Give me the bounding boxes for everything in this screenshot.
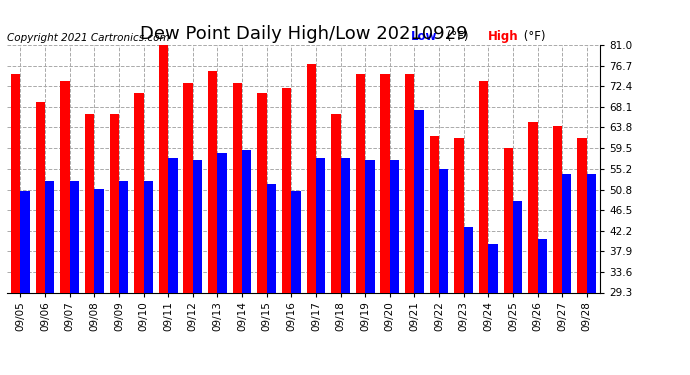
Bar (365, 160, 375, 292)
Bar (217, 153, 227, 292)
Bar (291, 191, 301, 292)
Bar (11, 74, 21, 292)
Text: Copyright 2021 Cartronics.com: Copyright 2021 Cartronics.com (7, 33, 170, 42)
Bar (242, 150, 251, 292)
Bar (119, 182, 128, 292)
Bar (331, 114, 341, 292)
Bar (578, 138, 586, 292)
Bar (405, 74, 415, 292)
Text: (°F): (°F) (443, 30, 469, 42)
Bar (538, 239, 547, 292)
Bar (184, 83, 193, 292)
Bar (60, 81, 70, 292)
Text: Low: Low (411, 30, 437, 42)
Bar (553, 126, 562, 292)
Bar (257, 93, 266, 292)
Title: Dew Point Daily High/Low 20210929: Dew Point Daily High/Low 20210929 (140, 26, 467, 44)
Bar (266, 184, 276, 292)
Bar (45, 182, 55, 292)
Bar (390, 160, 399, 292)
Bar (356, 74, 365, 292)
Bar (36, 102, 45, 292)
Bar (144, 182, 153, 292)
Bar (159, 40, 168, 292)
Text: High: High (488, 30, 518, 42)
Bar (233, 83, 242, 292)
Bar (282, 88, 291, 292)
Bar (341, 158, 350, 292)
Bar (513, 201, 522, 292)
Bar (464, 227, 473, 292)
Bar (504, 148, 513, 292)
Bar (306, 64, 316, 292)
Bar (489, 244, 497, 292)
Text: (°F): (°F) (520, 30, 546, 42)
Bar (70, 182, 79, 292)
Bar (586, 174, 596, 292)
Bar (380, 74, 390, 292)
Bar (95, 189, 103, 292)
Bar (21, 191, 30, 292)
Bar (430, 136, 439, 292)
Bar (439, 170, 449, 292)
Bar (134, 93, 144, 292)
Bar (562, 174, 571, 292)
Bar (454, 138, 464, 292)
Bar (110, 114, 119, 292)
Bar (528, 122, 538, 292)
Bar (168, 158, 177, 292)
Bar (479, 81, 489, 292)
Bar (193, 160, 202, 292)
Bar (85, 114, 95, 292)
Bar (415, 110, 424, 292)
Bar (316, 158, 325, 292)
Bar (208, 71, 217, 292)
